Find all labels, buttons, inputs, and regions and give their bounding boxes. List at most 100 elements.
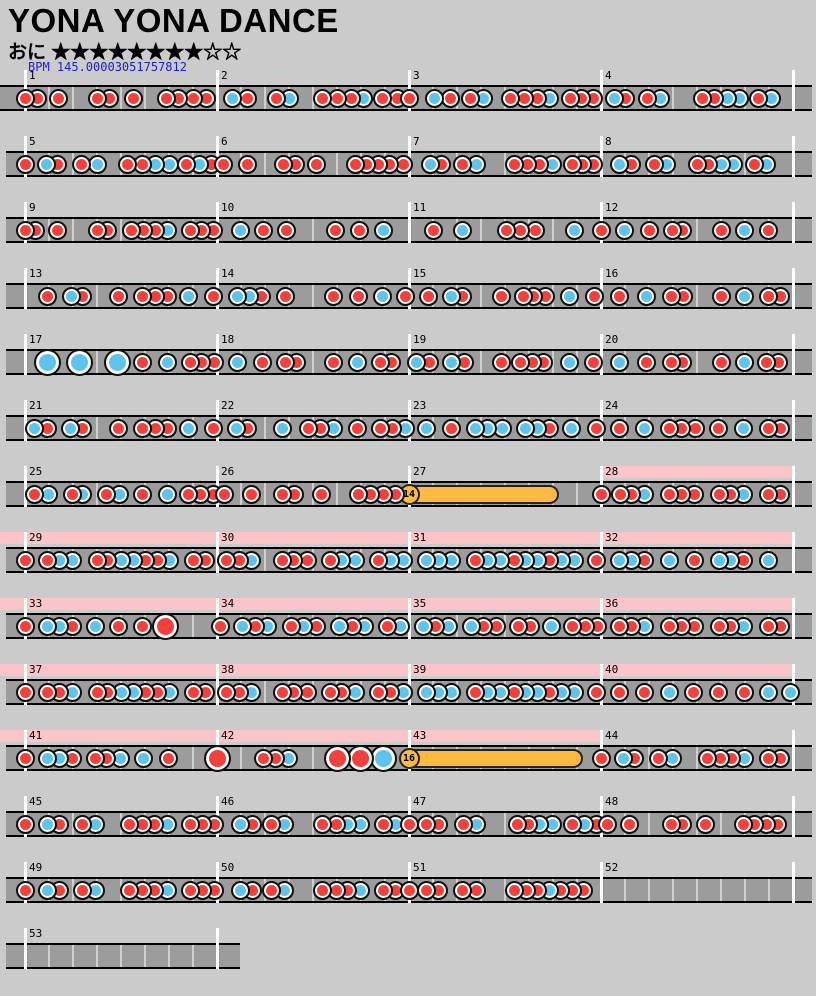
ka-note bbox=[413, 616, 433, 636]
beat-divider bbox=[120, 87, 122, 109]
big-ka-note bbox=[369, 744, 397, 772]
don-note bbox=[560, 88, 580, 108]
measure-end-line bbox=[792, 532, 795, 573]
beat-divider bbox=[264, 153, 266, 175]
ka-note bbox=[453, 220, 473, 240]
beat-divider bbox=[168, 945, 170, 967]
don-note bbox=[708, 418, 728, 438]
don-note bbox=[659, 616, 679, 636]
chart-row: 49 50 51 52 bbox=[0, 861, 816, 903]
beat-divider bbox=[312, 879, 314, 901]
don-note bbox=[395, 286, 415, 306]
ka-note bbox=[636, 286, 656, 306]
ka-note bbox=[564, 220, 584, 240]
beat-divider bbox=[72, 219, 74, 241]
don-note bbox=[661, 814, 681, 834]
don-note bbox=[320, 682, 340, 702]
measure-line bbox=[408, 202, 411, 243]
measure-number: 30 bbox=[221, 531, 235, 544]
don-note bbox=[272, 484, 292, 504]
beat-divider bbox=[264, 483, 266, 505]
don-note bbox=[132, 352, 152, 372]
measure-number: 9 bbox=[29, 201, 36, 214]
ka-note bbox=[559, 352, 579, 372]
don-note bbox=[649, 748, 669, 768]
song-title: YONA YONA DANCE bbox=[8, 2, 339, 39]
beat-divider bbox=[192, 615, 194, 637]
measure-number: 16 bbox=[605, 267, 619, 280]
chart-row: 1 2 3 4 bbox=[0, 69, 816, 111]
don-note bbox=[661, 286, 681, 306]
beat-divider bbox=[264, 87, 266, 109]
don-note bbox=[465, 682, 485, 702]
chart-row: 41 42 43 16 44 bbox=[0, 729, 816, 772]
gogo-band bbox=[217, 598, 409, 610]
ka-note bbox=[461, 616, 481, 636]
don-note bbox=[15, 88, 35, 108]
drumroll-bar bbox=[400, 484, 559, 504]
measure-number: 24 bbox=[605, 399, 619, 412]
chart-row: 33 34 35 36 bbox=[0, 597, 816, 640]
ka-note bbox=[227, 352, 247, 372]
measure-line bbox=[600, 334, 603, 375]
measure-number: 31 bbox=[413, 531, 427, 544]
big-don-note bbox=[203, 744, 231, 772]
don-note bbox=[423, 220, 443, 240]
don-note bbox=[734, 682, 754, 702]
don-note bbox=[507, 814, 527, 834]
ka-note bbox=[758, 682, 778, 702]
roll-count-badge: 16 bbox=[398, 747, 420, 769]
ka-note bbox=[61, 286, 81, 306]
beat-divider bbox=[480, 285, 482, 307]
don-note bbox=[756, 352, 776, 372]
measure-number: 35 bbox=[413, 597, 427, 610]
measure-number: 38 bbox=[221, 663, 235, 676]
beat-divider bbox=[696, 747, 698, 769]
don-note bbox=[252, 352, 272, 372]
don-note bbox=[15, 682, 35, 702]
chart-row: 13 14 15 16 bbox=[0, 267, 816, 309]
don-note bbox=[510, 352, 530, 372]
beat-divider bbox=[480, 219, 482, 241]
ka-note bbox=[37, 616, 57, 636]
measure-number: 28 bbox=[605, 465, 619, 478]
ka-note bbox=[88, 154, 108, 174]
gogo-band bbox=[217, 664, 409, 676]
beat-divider bbox=[72, 87, 74, 109]
beat-divider bbox=[48, 87, 50, 109]
beat-divider bbox=[120, 945, 122, 967]
measure-number: 41 bbox=[29, 729, 43, 742]
don-note bbox=[15, 748, 35, 768]
don-note bbox=[584, 286, 604, 306]
chart-row: 53 bbox=[0, 927, 816, 969]
beat-divider bbox=[504, 813, 506, 835]
don-note bbox=[313, 880, 333, 900]
measure-end-line bbox=[792, 268, 795, 309]
beat-divider bbox=[96, 483, 98, 505]
measure-number: 26 bbox=[221, 465, 235, 478]
don-note bbox=[693, 88, 713, 108]
gogo-band bbox=[601, 466, 793, 478]
measure-number: 7 bbox=[413, 135, 420, 148]
don-note bbox=[562, 616, 582, 636]
gogo-band bbox=[217, 730, 409, 742]
ka-note bbox=[407, 352, 427, 372]
don-note bbox=[748, 88, 768, 108]
don-note bbox=[203, 418, 223, 438]
don-note bbox=[378, 616, 398, 636]
beat-divider bbox=[696, 879, 698, 901]
ka-note bbox=[230, 880, 250, 900]
don-note bbox=[349, 220, 369, 240]
gogo-band bbox=[409, 532, 601, 544]
beat-divider bbox=[720, 813, 722, 835]
ka-note bbox=[157, 352, 177, 372]
measure-number: 20 bbox=[605, 333, 619, 346]
measure-line bbox=[24, 268, 27, 309]
don-note bbox=[132, 484, 152, 504]
beat-divider bbox=[672, 87, 674, 109]
beat-divider bbox=[96, 945, 98, 967]
beat-divider bbox=[120, 219, 122, 241]
ka-note bbox=[561, 418, 581, 438]
beat-divider bbox=[192, 945, 194, 967]
don-note bbox=[282, 616, 302, 636]
